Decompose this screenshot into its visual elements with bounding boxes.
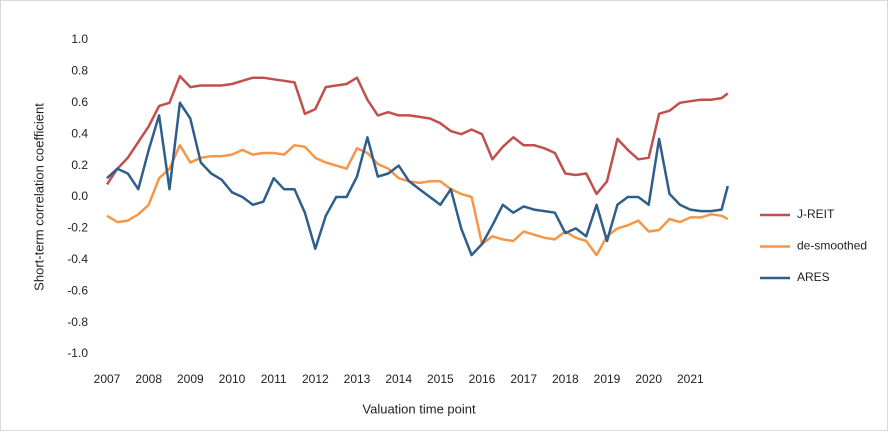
x-tick-label: 2015	[427, 372, 454, 386]
series-line	[105, 74, 729, 196]
x-tick-label: 2009	[177, 372, 204, 386]
y-tick-label: 0.6	[71, 95, 88, 109]
y-axis-title: Short-term correlation coefficient	[31, 103, 46, 291]
series-line	[106, 143, 729, 257]
x-tick-label: 2018	[552, 372, 579, 386]
legend-label: de-smoothed	[797, 239, 867, 253]
x-tick-label: 2007	[94, 372, 121, 386]
x-tick-label: 2019	[594, 372, 621, 386]
y-tick-label: 0.2	[71, 158, 88, 172]
x-axis-title: Valuation time point	[362, 401, 476, 416]
x-tick-label: 2020	[635, 372, 662, 386]
y-tick-label: -0.6	[67, 283, 88, 297]
x-tick-label: 2010	[219, 372, 246, 386]
series-line	[106, 101, 730, 257]
x-tick-label: 2016	[469, 372, 496, 386]
legend-label: J-REIT	[797, 207, 835, 221]
y-tick-label: -0.4	[67, 252, 88, 266]
y-tick-label: -0.8	[67, 315, 88, 329]
y-tick-label: 1.0	[71, 32, 88, 46]
y-tick-label: -0.2	[67, 221, 88, 235]
x-tick-label: 2013	[344, 372, 371, 386]
x-tick-label: 2011	[261, 372, 287, 386]
legend-label: ARES	[797, 270, 830, 284]
x-tick-label: 2012	[302, 372, 329, 386]
x-tick-label: 2017	[510, 372, 537, 386]
y-tick-label: 0.4	[71, 126, 88, 140]
y-tick-label: 0.0	[71, 189, 88, 203]
x-tick-label: 2008	[135, 372, 162, 386]
x-tick-label: 2021	[677, 372, 704, 386]
y-tick-label: -1.0	[67, 346, 88, 360]
y-tick-label: 0.8	[71, 64, 88, 78]
x-tick-label: 2014	[385, 372, 412, 386]
